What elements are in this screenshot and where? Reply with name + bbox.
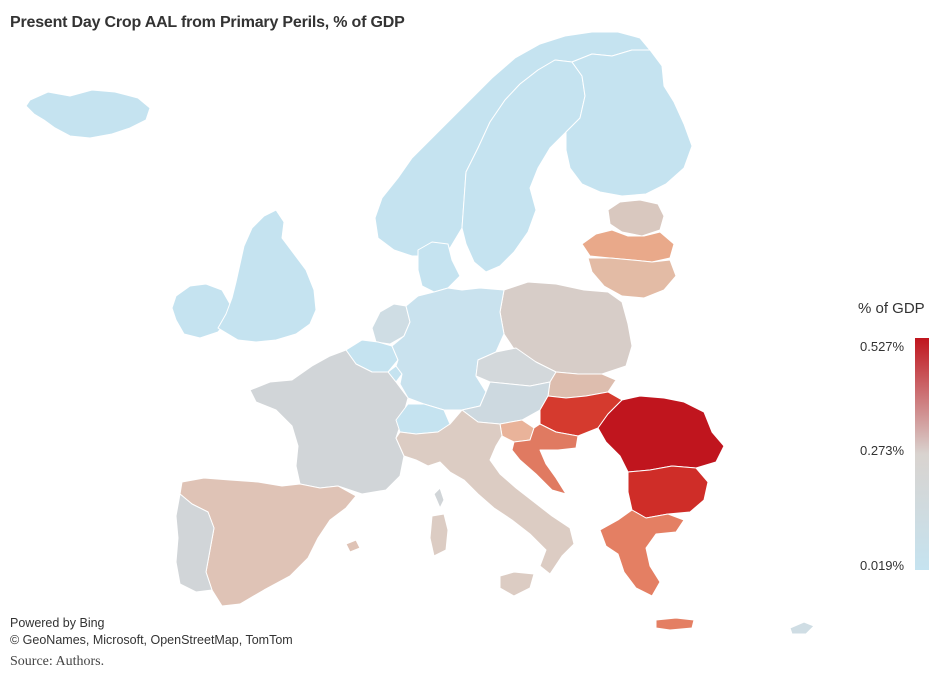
country-france[interactable]: [249, 349, 409, 495]
country-united-kingdom[interactable]: [217, 209, 317, 343]
country-slovenia[interactable]: [499, 419, 535, 443]
country-greece-crete[interactable]: [655, 617, 695, 631]
country-cyprus[interactable]: [789, 621, 815, 635]
country-italy[interactable]: [395, 409, 575, 575]
country-croatia[interactable]: [511, 423, 579, 495]
attribution-powered-by: Powered by Bing: [10, 616, 105, 630]
source-note: Source: Authors.: [10, 654, 105, 669]
legend-min-label: 0.019%: [860, 558, 905, 573]
country-denmark[interactable]: [417, 241, 461, 293]
country-italy-sicily[interactable]: [499, 571, 535, 597]
country-italy-sardinia[interactable]: [429, 513, 449, 557]
legend-title: % of GDP: [858, 300, 925, 317]
map-title: Present Day Crop AAL from Primary Perils…: [10, 14, 405, 31]
country-romania[interactable]: [597, 395, 725, 473]
country-spain-balearic[interactable]: [345, 539, 361, 553]
country-sweden[interactable]: [461, 59, 586, 273]
country-poland[interactable]: [499, 281, 633, 375]
country-finland[interactable]: [565, 49, 693, 197]
country-bulgaria[interactable]: [627, 465, 709, 519]
attribution-credits: © GeoNames, Microsoft, OpenStreetMap, To…: [10, 633, 293, 647]
country-portugal[interactable]: [175, 493, 215, 593]
country-latvia[interactable]: [581, 229, 675, 263]
legend-color-scale: [915, 338, 929, 570]
country-greece[interactable]: [599, 509, 685, 597]
legend-max-label: 0.527%: [860, 339, 905, 354]
country-estonia[interactable]: [607, 199, 665, 237]
legend-mid-label: 0.273%: [860, 443, 905, 458]
country-lithuania[interactable]: [587, 257, 677, 299]
country-iceland[interactable]: [25, 89, 151, 139]
country-france-corsica[interactable]: [433, 487, 445, 509]
